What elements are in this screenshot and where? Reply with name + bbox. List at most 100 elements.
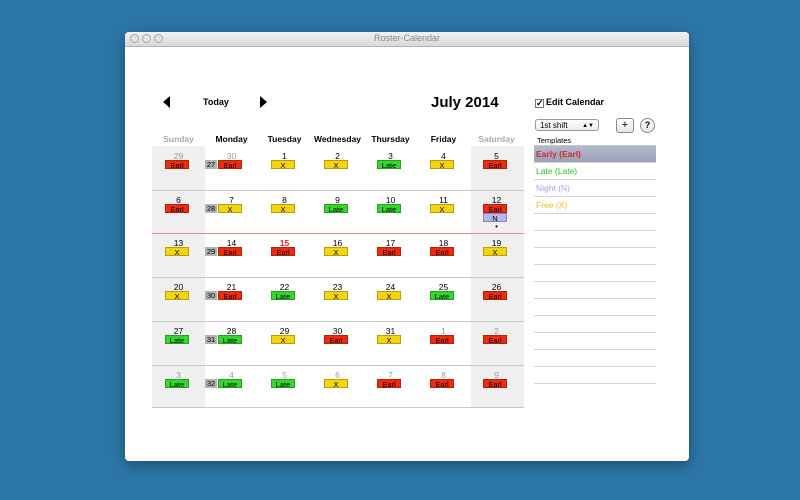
day-cell[interactable]: 23 X — [311, 277, 364, 320]
template-item[interactable]: Free (X) — [534, 197, 656, 214]
previous-month-arrow-icon[interactable] — [163, 96, 170, 108]
shift-badge-x[interactable]: X — [377, 335, 401, 345]
shift-badge-x[interactable]: X — [324, 160, 348, 170]
shift-badge-earl[interactable]: Earl — [165, 160, 189, 170]
help-button[interactable]: ? — [640, 118, 655, 133]
shift-badge-x[interactable]: X — [377, 291, 401, 301]
shift-badge-x[interactable]: X — [271, 160, 295, 170]
template-item[interactable]: Late (Late) — [534, 163, 656, 180]
edit-calendar-checkbox[interactable]: ✓ — [535, 98, 544, 108]
shift-badge-late[interactable]: Late — [165, 379, 189, 389]
minimize-window-button[interactable] — [142, 34, 151, 43]
shift-badge-late[interactable]: Late — [271, 379, 295, 389]
day-cell[interactable]: 24 X — [364, 277, 417, 320]
shift-badge-late[interactable]: Late — [377, 160, 401, 170]
shift-badge-x[interactable]: X — [218, 204, 242, 214]
shift-badge-earl[interactable]: Earl — [483, 160, 507, 170]
today-button[interactable]: Today — [203, 97, 229, 107]
shift-badge-earl[interactable]: Earl — [430, 379, 454, 389]
day-cell[interactable]: 13 X — [152, 233, 205, 276]
day-cell[interactable]: 10 Late — [364, 190, 417, 233]
shift-select[interactable]: 1st shift ▲▼ — [535, 119, 599, 131]
day-cell[interactable]: 5 Late — [258, 365, 311, 408]
day-cell[interactable]: 5 Earl — [470, 146, 523, 189]
shift-badge-x[interactable]: X — [430, 204, 454, 214]
shift-badge-earl[interactable]: Earl — [483, 335, 507, 345]
day-cell[interactable]: 30 Earl — [311, 321, 364, 364]
shift-badge-late[interactable]: Late — [218, 335, 242, 345]
shift-badge-earl[interactable]: Earl — [271, 247, 295, 257]
day-cell[interactable]: 12 Earl N • — [470, 190, 523, 233]
shift-badge-earl[interactable]: Earl — [324, 335, 348, 345]
template-item[interactable]: Early (Earl) — [534, 146, 656, 163]
shift-badge-x[interactable]: X — [271, 204, 295, 214]
day-cell[interactable]: 2 Earl — [470, 321, 523, 364]
day-cell[interactable]: 21 30 Earl — [205, 277, 258, 320]
shift-badge-late[interactable]: Late — [377, 204, 401, 214]
shift-badge-earl[interactable]: Earl — [218, 247, 242, 257]
shift-badge-earl[interactable]: Earl — [483, 204, 507, 214]
shift-badge-earl[interactable]: Earl — [377, 379, 401, 389]
shift-badge-earl[interactable]: Earl — [430, 247, 454, 257]
shift-badge-x[interactable]: X — [483, 247, 507, 257]
shift-badge-earl[interactable]: Earl — [483, 379, 507, 389]
shift-badge-x[interactable]: X — [324, 379, 348, 389]
day-cell[interactable]: 15 Earl — [258, 233, 311, 276]
day-cell[interactable]: 7 Earl — [364, 365, 417, 408]
shift-badge-earl[interactable]: Earl — [483, 291, 507, 301]
day-cell[interactable]: 29 Earl — [152, 146, 205, 189]
shift-badge-earl[interactable]: Earl — [377, 247, 401, 257]
edit-calendar-toggle[interactable]: ✓ Edit Calendar — [535, 97, 604, 108]
shift-badge-late[interactable]: Late — [165, 335, 189, 345]
day-cell[interactable]: 3 Late — [152, 365, 205, 408]
day-cell[interactable]: 22 Late — [258, 277, 311, 320]
template-item[interactable]: Night (N) — [534, 180, 656, 197]
day-cell[interactable]: 14 29 Earl — [205, 233, 258, 276]
day-cell[interactable]: 9 Late — [311, 190, 364, 233]
day-cell[interactable]: 26 Earl — [470, 277, 523, 320]
shift-badge-n[interactable]: N — [483, 213, 507, 223]
shift-badge-earl[interactable]: Earl — [218, 291, 242, 301]
shift-badge-earl[interactable]: Earl — [430, 335, 454, 345]
zoom-window-button[interactable] — [154, 34, 163, 43]
day-cell[interactable]: 20 X — [152, 277, 205, 320]
day-cell[interactable]: 8 Earl — [417, 365, 470, 408]
shift-badge-earl[interactable]: Earl — [165, 204, 189, 214]
shift-badge-late[interactable]: Late — [218, 379, 242, 389]
shift-badge-late[interactable]: Late — [324, 204, 348, 214]
day-cell[interactable]: 25 Late — [417, 277, 470, 320]
day-cell[interactable]: 11 X — [417, 190, 470, 233]
day-cell[interactable]: 30 27 Earl — [205, 146, 258, 189]
shift-badge-late[interactable]: Late — [430, 291, 454, 301]
day-cell[interactable]: 19 X — [470, 233, 523, 276]
next-month-arrow-icon[interactable] — [260, 96, 267, 108]
day-cell[interactable]: 9 Earl — [470, 365, 523, 408]
day-cell[interactable]: 16 X — [311, 233, 364, 276]
day-cell[interactable]: 29 X — [258, 321, 311, 364]
shift-badge-x[interactable]: X — [324, 247, 348, 257]
day-cell[interactable]: 7 28 X — [205, 190, 258, 233]
day-cell[interactable]: 1 Earl — [417, 321, 470, 364]
shift-badge-x[interactable]: X — [165, 247, 189, 257]
day-cell[interactable]: 28 31 Late — [205, 321, 258, 364]
day-cell[interactable]: 17 Earl — [364, 233, 417, 276]
shift-badge-x[interactable]: X — [324, 291, 348, 301]
shift-badge-earl[interactable]: Earl — [218, 160, 242, 170]
shift-badge-x[interactable]: X — [271, 335, 295, 345]
shift-badge-late[interactable]: Late — [271, 291, 295, 301]
day-cell[interactable]: 18 Earl — [417, 233, 470, 276]
day-cell[interactable]: 31 X — [364, 321, 417, 364]
add-template-button[interactable]: + — [616, 118, 634, 133]
day-cell[interactable]: 6 Earl — [152, 190, 205, 233]
day-cell[interactable]: 27 Late — [152, 321, 205, 364]
day-cell[interactable]: 4 32 Late — [205, 365, 258, 408]
day-cell[interactable]: 3 Late — [364, 146, 417, 189]
close-window-button[interactable] — [130, 34, 139, 43]
shift-badge-x[interactable]: X — [165, 291, 189, 301]
shift-badge-x[interactable]: X — [430, 160, 454, 170]
